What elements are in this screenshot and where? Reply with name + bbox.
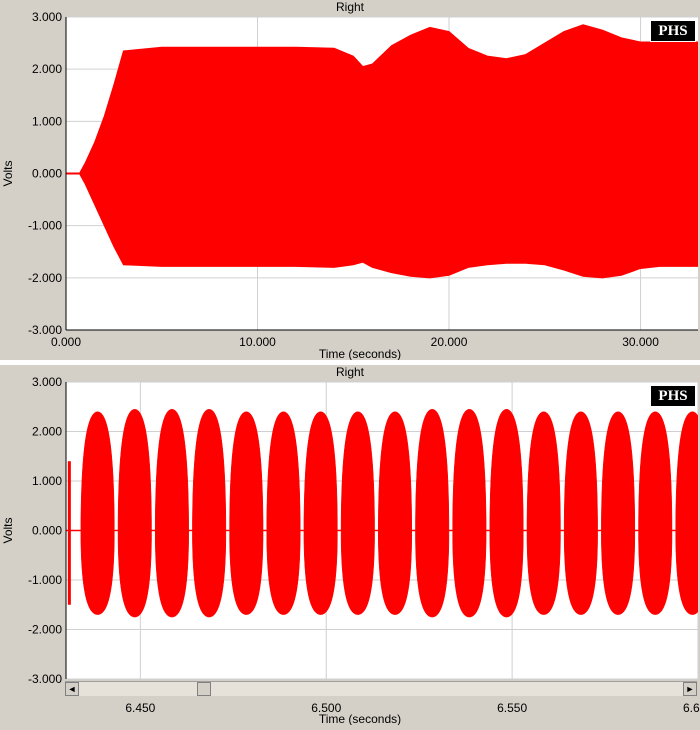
series-burst [266, 411, 301, 615]
series-group [66, 24, 698, 279]
y-tick-label: 0.000 [32, 167, 62, 181]
series-burst [675, 411, 698, 615]
y-tick-label: -1.000 [28, 219, 62, 233]
series-burst [340, 411, 375, 615]
series-envelope [66, 24, 698, 279]
series-burst [192, 408, 227, 618]
series-burst [452, 408, 487, 618]
x-tick-label: 6.450 [125, 701, 155, 715]
series-burst [80, 411, 115, 615]
horizontal-scrollbar[interactable]: ◄ ► [65, 681, 697, 696]
waveform-chart-zoom: Right 3.000 2.000 1.000 0.000 -1.000 -2.000 -3.… [1, 365, 700, 726]
x-tick-label: 30.000 [622, 335, 659, 349]
x-tick-label: 20.000 [431, 335, 468, 349]
scroll-right-button[interactable]: ► [683, 682, 697, 696]
y-tick-label: 0.000 [32, 524, 62, 538]
series-burst [526, 411, 561, 615]
phs-badge: PHS [650, 20, 696, 42]
y-tick-label: -2.000 [28, 271, 62, 285]
series-burst [489, 408, 524, 618]
x-tick-label: 10.000 [239, 335, 276, 349]
series-burst [117, 408, 152, 618]
y-tick-label: 1.000 [32, 474, 62, 488]
series-burst [303, 411, 338, 615]
scroll-left-button[interactable]: ◄ [65, 682, 79, 696]
waveform-panel-overview: Right 3.000 2.000 1.000 0.000 -1.000 -2.000 -3.… [0, 0, 700, 361]
x-tick-label: 6.600 [683, 701, 700, 715]
scroll-thumb[interactable] [197, 682, 211, 696]
x-axis-label: Time (seconds) [319, 347, 401, 360]
series-burst [154, 408, 189, 618]
series-burst [638, 411, 673, 615]
y-tick-label: -2.000 [28, 623, 62, 637]
chart-title: Right [336, 365, 365, 379]
waveform-chart-overview: Right 3.000 2.000 1.000 0.000 -1.000 -2.000 -3.… [1, 0, 698, 361]
y-tick-label: -3.000 [28, 323, 62, 337]
series-burst [67, 461, 71, 605]
series-burst [563, 411, 598, 615]
y-axis-label: Volts [1, 160, 15, 186]
waveform-panel-zoom: Right 3.000 2.000 1.000 0.000 -1.000 -2.000 -3.… [0, 365, 700, 726]
x-tick-label: 6.550 [497, 701, 527, 715]
chart-title: Right [336, 0, 365, 14]
x-tick-label: 0.000 [51, 335, 81, 349]
y-tick-label: 3.000 [32, 375, 62, 389]
panel-divider [0, 360, 700, 365]
x-axis-label: Time (seconds) [319, 712, 401, 725]
series-burst [415, 408, 450, 618]
series-burst [378, 411, 412, 615]
series-group [66, 408, 698, 618]
phs-badge: PHS [650, 385, 696, 407]
x-tick-label: 6.500 [311, 701, 341, 715]
y-tick-label: 3.000 [32, 10, 62, 24]
y-tick-label: 2.000 [32, 62, 62, 76]
y-axis-label: Volts [1, 517, 15, 543]
series-burst [601, 411, 636, 615]
y-tick-label: 1.000 [32, 114, 62, 128]
y-tick-label: -1.000 [28, 573, 62, 587]
series-burst [229, 411, 264, 615]
y-tick-label: 2.000 [32, 425, 62, 439]
y-tick-label: -3.000 [28, 672, 62, 686]
